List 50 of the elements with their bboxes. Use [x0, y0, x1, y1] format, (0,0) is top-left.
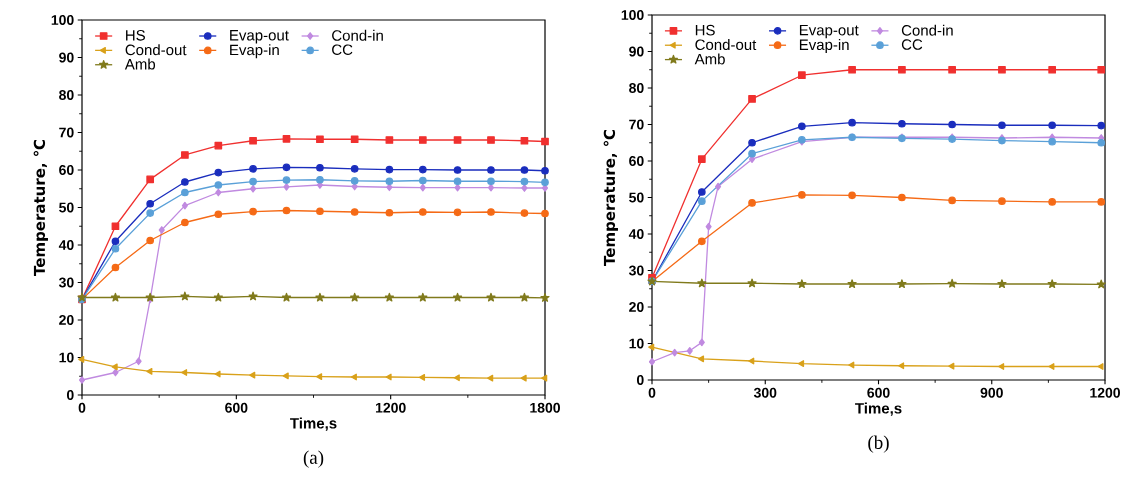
y-tick-label: 80	[629, 83, 644, 93]
legend-label: Cond-out	[695, 39, 757, 51]
x-tick-label: 300	[753, 387, 777, 398]
x-tick-label: 900	[980, 387, 1003, 398]
y-tick-label: 90	[59, 52, 74, 63]
y-tick-label: 100	[621, 10, 644, 20]
legend-label: CC	[332, 44, 353, 55]
y-tick-label: 20	[629, 302, 644, 312]
y-axis-title: Temperature, ℃	[33, 140, 48, 276]
x-tick-label: 0	[648, 387, 656, 398]
y-tick-label: 10	[629, 338, 644, 349]
legend-label: HS	[126, 30, 145, 41]
text: (a)	[303, 450, 324, 468]
y-tick-label: 50	[59, 202, 74, 213]
x-axis-title: Time,s	[290, 417, 337, 431]
legend-label: Amb	[694, 53, 725, 65]
y-axis-title: Temperature, ℃	[603, 130, 618, 266]
legend-label: Evap-in	[230, 44, 279, 59]
y-tick-label: 50	[629, 192, 644, 203]
legend-label: CC	[901, 39, 923, 50]
y-tick-label: 20	[59, 315, 74, 325]
y-tick-label: 40	[58, 240, 74, 250]
x-tick-label: 600	[225, 402, 248, 413]
legend-label: HS	[695, 24, 715, 36]
legend-label: Evap-in	[799, 39, 849, 54]
text: (b)	[868, 435, 889, 453]
y-tick-label: 70	[59, 127, 74, 138]
x-tick-label: 1200	[1090, 387, 1120, 398]
legend-label: Cond-in	[901, 24, 953, 36]
legend-label: Cond-in	[332, 29, 383, 41]
y-tick-label: 30	[628, 265, 644, 276]
y-tick-label: 40	[628, 229, 644, 239]
legend-label: Evap-out	[230, 30, 289, 44]
y-tick-label: 10	[59, 352, 74, 363]
y-tick-label: 80	[59, 90, 74, 100]
legend-label: Evap-out	[799, 24, 859, 39]
legend-label: Amb	[124, 58, 156, 70]
y-tick-label: 60	[59, 165, 74, 175]
legend-label: Cond-out	[125, 44, 187, 56]
x-tick-label: 1800	[530, 402, 560, 413]
y-tick-label: 100	[51, 15, 74, 25]
y-tick-label: 70	[629, 119, 644, 130]
x-axis-title: Time,s	[855, 402, 902, 416]
y-tick-label: 0	[636, 375, 644, 385]
y-tick-label: 90	[629, 46, 644, 57]
x-tick-label: 1200	[375, 402, 406, 413]
x-tick-label: 0	[78, 402, 86, 413]
x-tick-label: 600	[867, 387, 890, 398]
y-tick-label: 60	[629, 156, 644, 166]
y-tick-label: 30	[58, 277, 74, 288]
